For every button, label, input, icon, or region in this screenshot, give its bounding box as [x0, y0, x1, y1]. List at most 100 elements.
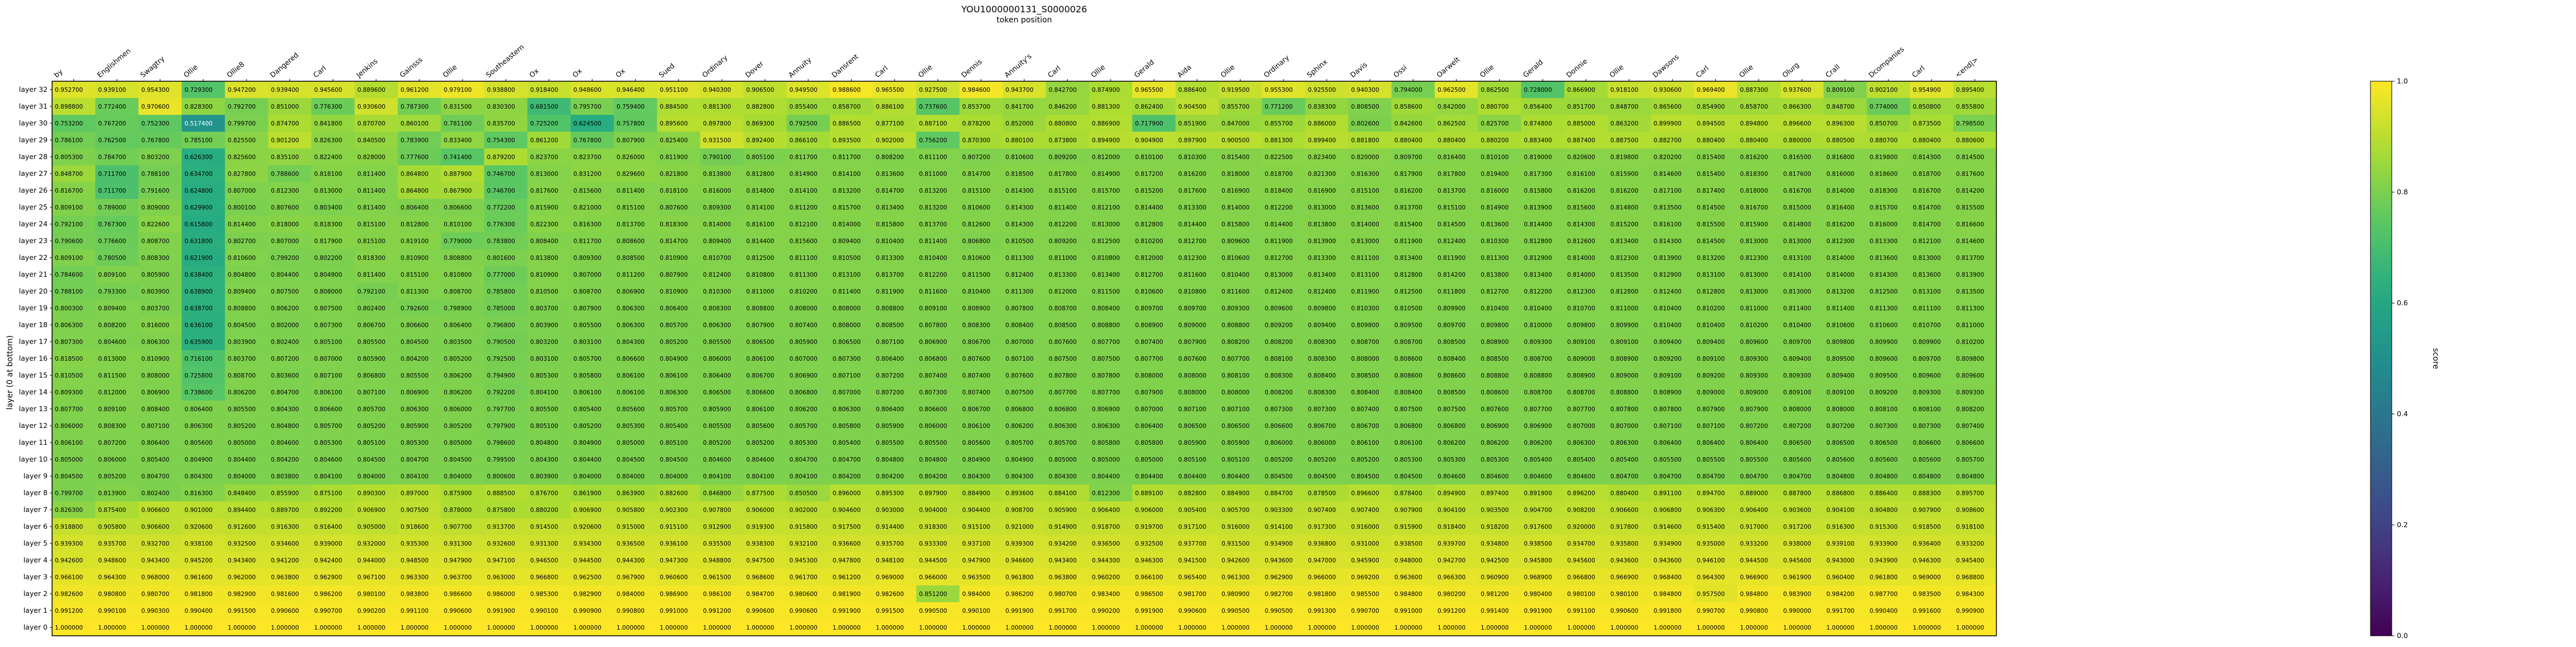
cell-value-label: 0.811200 [790, 204, 818, 211]
cell-value-label: 0.813900 [98, 490, 126, 497]
heatmap-cell [743, 384, 787, 401]
heatmap-cell [1910, 232, 1954, 250]
cell-value-label: 0.805200 [1308, 457, 1336, 463]
heatmap-cell [138, 300, 182, 317]
x-tick-label: Sued [657, 62, 676, 80]
cell-value-label: 0.805100 [530, 423, 558, 430]
heatmap-cell [1693, 384, 1738, 401]
cell-value-label: 0.809200 [1697, 373, 1725, 379]
cell-value-label: 0.819800 [1870, 154, 1898, 161]
cell-value-label: 0.776600 [98, 238, 126, 245]
cell-value-label: 0.931500 [1221, 541, 1249, 547]
cell-value-label: 0.990600 [1178, 608, 1206, 615]
cell-value-label: 0.810700 [1913, 322, 1941, 329]
cell-value-label: 0.810400 [1524, 305, 1552, 312]
heatmap-cell [1262, 300, 1305, 317]
x-tick-label: Ollie [1089, 63, 1107, 80]
heatmap-cell [1866, 216, 1911, 233]
cell-value-label: 0.815200 [1611, 221, 1639, 228]
cell-value-label: 0.805900 [876, 423, 904, 430]
heatmap-cell [181, 148, 226, 166]
cell-value-label: 0.804600 [1481, 473, 1509, 480]
cell-value-label: 0.806600 [919, 406, 947, 413]
heatmap-cell [1478, 132, 1522, 149]
cell-value-label: 0.808300 [1308, 339, 1336, 346]
heatmap-cell [1348, 148, 1392, 166]
y-tick-label: layer 32 [19, 85, 48, 94]
cell-value-label: 0.813100 [833, 272, 861, 278]
heatmap-cell [1737, 182, 1781, 199]
heatmap-cell [1650, 98, 1695, 115]
cell-value-label: 0.806800 [919, 356, 947, 362]
cell-value-label: 0.809000 [1697, 389, 1725, 396]
cell-value-label: 0.907400 [1351, 507, 1379, 514]
heatmap-cell [959, 266, 1003, 283]
heatmap-cell [657, 81, 701, 99]
cell-value-label: 0.757800 [617, 120, 645, 127]
cell-value-label: 0.807200 [98, 440, 126, 446]
cell-value-label: 0.902000 [876, 137, 904, 144]
cell-value-label: 0.807300 [1913, 423, 1941, 430]
heatmap-cell [872, 333, 917, 351]
cell-value-label: 0.805200 [746, 440, 774, 446]
cell-value-label: 0.803900 [530, 322, 558, 329]
heatmap-cell [1175, 165, 1219, 183]
cell-value-label: 0.807900 [1697, 406, 1725, 413]
cell-value-label: 0.626300 [184, 154, 212, 161]
heatmap-cell [1434, 216, 1478, 233]
heatmap-cell [657, 266, 701, 283]
heatmap-cell [1089, 350, 1133, 367]
heatmap-cell [614, 182, 657, 199]
cell-value-label: 0.814300 [1567, 221, 1595, 228]
heatmap-cell [1046, 199, 1090, 216]
heatmap-cell [570, 249, 614, 267]
cell-value-label: 0.806600 [746, 389, 774, 396]
cell-value-label: 0.853700 [962, 104, 990, 110]
heatmap-cell [1737, 165, 1781, 183]
cell-value-label: 0.816000 [1481, 188, 1509, 194]
cell-value-label: 0.815100 [357, 221, 385, 228]
cell-value-label: 0.802700 [228, 238, 256, 245]
cell-value-label: 0.811400 [357, 171, 385, 178]
heatmap-cell [1607, 300, 1651, 317]
heatmap-cell [570, 266, 614, 283]
cell-value-label: 1.000000 [617, 625, 645, 631]
cell-value-label: 0.980700 [1049, 591, 1077, 598]
cell-value-label: 0.804000 [357, 473, 385, 480]
cell-value-label: 0.809200 [1654, 356, 1682, 362]
heatmap-cell [398, 148, 441, 166]
heatmap-cell [1564, 81, 1608, 99]
heatmap-cell [398, 283, 441, 300]
cell-value-label: 0.812300 [1178, 255, 1206, 262]
cell-value-label: 0.804500 [228, 322, 256, 329]
heatmap-cell [1780, 367, 1824, 384]
cell-value-label: 0.804000 [660, 473, 688, 480]
cell-value-label: 0.907800 [703, 507, 731, 514]
x-tick-label: Ordinary [701, 53, 730, 80]
cell-value-label: 0.991900 [487, 608, 515, 615]
cell-value-label: 0.805300 [314, 440, 342, 446]
cell-value-label: 0.809000 [141, 204, 169, 211]
heatmap-cell [268, 367, 312, 384]
cell-value-label: 0.807600 [1178, 356, 1206, 362]
cell-value-label: 1.000000 [660, 625, 688, 631]
heatmap-cell [398, 199, 441, 216]
heatmap-cell [614, 98, 657, 115]
cell-value-label: 0.803100 [573, 339, 601, 346]
cell-value-label: 0.807000 [228, 188, 256, 194]
cell-value-label: 0.816700 [1913, 188, 1941, 194]
heatmap-cell [1910, 132, 1954, 149]
heatmap-cell [441, 300, 484, 317]
cell-value-label: 0.812700 [1481, 288, 1509, 295]
heatmap-cell [1953, 115, 1997, 132]
heatmap-cell [1046, 216, 1090, 233]
cell-value-label: 0.814600 [1956, 238, 1984, 245]
cell-value-label: 0.812500 [1870, 288, 1898, 295]
heatmap-cell [1262, 367, 1305, 384]
cell-value-label: 0.805900 [1178, 440, 1206, 446]
cell-value-label: 0.807300 [1870, 423, 1898, 430]
cell-value-label: 0.810400 [919, 255, 947, 262]
cell-value-label: 0.810600 [1135, 288, 1163, 295]
heatmap-cell [1607, 182, 1651, 199]
cell-value-label: 0.810200 [1956, 339, 1984, 346]
